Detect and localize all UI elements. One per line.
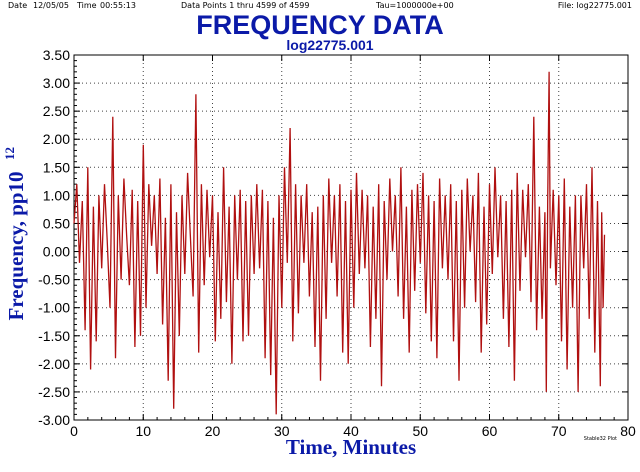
x-tick-label: 70 <box>551 423 567 439</box>
y-tick-label: -3.00 <box>38 412 70 428</box>
y-tick-label: 1.00 <box>43 187 70 203</box>
x-tick-label: 60 <box>482 423 498 439</box>
data-points-text: Data Points 1 thru 4599 of 4599 <box>181 1 309 10</box>
x-tick-label: 30 <box>274 423 290 439</box>
frequency-series-line <box>73 71 606 415</box>
x-tick-label: 80 <box>620 423 636 439</box>
x-axis-label: Time, Minutes <box>286 435 416 459</box>
y-tick-label: -1.50 <box>38 328 70 344</box>
x-tick-label: 40 <box>343 423 359 439</box>
time-label: Time <box>76 1 97 10</box>
x-tick-label: 20 <box>205 423 221 439</box>
x-tick-labels: 0 10 20 30 40 50 60 70 80 <box>70 423 636 439</box>
y-tick-label: 0.50 <box>43 215 70 231</box>
y-tick-labels: 3.50 3.00 2.50 2.00 1.50 1.00 0.50 0.00 -0.50 -1.… <box>38 47 70 428</box>
x-tick-label: 50 <box>412 423 428 439</box>
file-name-text: File: log22775.001 <box>558 1 632 10</box>
time-value: 00:55:13 <box>100 1 136 10</box>
software-credit: Stable32 Plot <box>584 436 617 442</box>
y-tick-label: 3.00 <box>43 75 70 91</box>
y-tick-label: -0.50 <box>38 272 70 288</box>
x-tick-label: 10 <box>135 423 151 439</box>
chart-subtitle: log22775.001 <box>286 37 373 53</box>
y-tick-label: -2.00 <box>38 356 70 372</box>
axis-ticks <box>73 54 629 421</box>
y-tick-label: -2.50 <box>38 384 70 400</box>
y-tick-label: -1.00 <box>38 300 70 316</box>
x-tick-label: 0 <box>70 423 78 439</box>
chart-title: FREQUENCY DATA <box>196 10 444 40</box>
y-tick-label: 3.50 <box>43 47 70 63</box>
y-axis-label: Frequency, pp10 <box>4 172 28 321</box>
tau-text: Tau=1000000e+00 <box>375 1 454 10</box>
y-tick-label: 2.50 <box>43 103 70 119</box>
y-tick-label: 0.00 <box>43 244 70 260</box>
y-tick-label: 2.00 <box>43 131 70 147</box>
date-label: Date <box>8 1 27 10</box>
y-axis-label-group: Frequency, pp10 12 <box>2 147 28 320</box>
date-value: 12/05/05 <box>33 1 69 10</box>
header-strip: Date 12/05/05 Time 00:55:13 Data Points … <box>8 1 632 10</box>
y-axis-label-superscript: 12 <box>2 147 17 160</box>
y-tick-label: 1.50 <box>43 159 70 175</box>
